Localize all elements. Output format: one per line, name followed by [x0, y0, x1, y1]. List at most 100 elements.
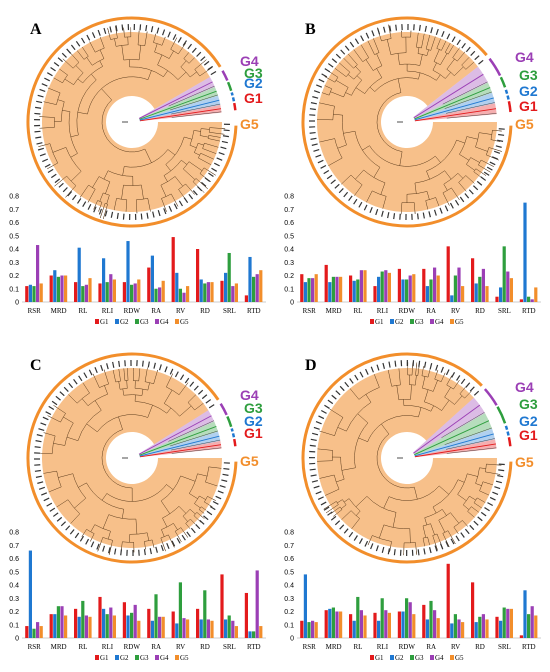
bar-g1	[325, 265, 328, 302]
bar-g1	[495, 297, 498, 302]
leaf-label-mark	[382, 211, 384, 217]
legend-swatch-g2	[390, 655, 394, 660]
leaf-label-mark	[498, 134, 504, 135]
leaf-label-mark	[447, 34, 450, 39]
bar-g1	[520, 299, 523, 302]
leaf-label-mark	[350, 379, 354, 384]
panel-label: C	[30, 357, 42, 374]
legend-label-g1: G1	[375, 654, 384, 662]
panel-label: D	[305, 357, 317, 374]
leaf-label-mark	[84, 373, 87, 378]
leaf-label-mark	[354, 536, 357, 541]
leaf-label-mark	[77, 198, 80, 203]
legend-swatch-g3	[410, 655, 414, 660]
bar-g1	[123, 282, 126, 302]
branch	[208, 170, 216, 175]
leaf-label-mark	[98, 30, 100, 36]
bar-g2	[175, 623, 178, 638]
group-label-g5: G5	[240, 453, 259, 469]
leaf-label-mark	[67, 49, 71, 53]
bar-g2	[304, 574, 307, 638]
leaf-label-mark	[183, 41, 186, 46]
bar-g4	[433, 268, 436, 302]
bar-g3	[527, 614, 530, 638]
leaf-label-mark	[336, 391, 340, 395]
legend-label-g2: G2	[395, 654, 404, 662]
y-tick-label: 0.2	[284, 273, 294, 280]
bar-g1	[495, 617, 498, 638]
legend-label-g5: G5	[180, 318, 189, 326]
bar-g4	[482, 269, 485, 302]
bar-g3	[332, 608, 335, 638]
bar-g1	[471, 582, 474, 638]
leaf-label-mark	[150, 548, 151, 554]
y-tick-label: 0	[290, 636, 294, 643]
legend-swatch-g2	[390, 319, 394, 324]
bar-g3	[81, 286, 84, 302]
leaf-label-mark	[222, 141, 228, 142]
leaf-label-mark	[111, 212, 112, 218]
leaf-label-mark	[42, 84, 48, 86]
bar-g5	[210, 621, 213, 638]
y-tick-label: 0.7	[9, 543, 19, 550]
branch	[464, 52, 465, 53]
bar-g5	[437, 276, 440, 303]
branch	[174, 38, 177, 43]
leaf-label-mark	[217, 158, 223, 160]
panel-label: B	[305, 21, 316, 38]
x-tick-label: SRL	[223, 643, 236, 651]
leaf-label-mark	[36, 441, 42, 442]
leaf-label-mark	[466, 383, 470, 388]
leaf-label-mark	[89, 370, 92, 375]
bar-g2	[523, 590, 526, 638]
leaf-label-mark	[42, 159, 47, 161]
bar-g5	[339, 277, 342, 302]
branch	[38, 145, 45, 147]
group-label-g5: G5	[240, 116, 259, 132]
leaf-label-mark	[492, 492, 498, 494]
leaf-label-mark	[378, 28, 380, 34]
legend-label-g4: G4	[160, 318, 169, 326]
leaf-label-mark	[99, 209, 101, 215]
leaf-label-mark	[311, 439, 317, 440]
bar-g3	[252, 631, 255, 638]
y-tick-label: 0.3	[9, 260, 19, 267]
bar-g2	[450, 623, 453, 638]
bar-g5	[259, 270, 262, 302]
leaf-label-mark	[71, 45, 75, 50]
x-tick-label: RA	[151, 307, 161, 315]
leaf-label-mark	[103, 546, 105, 552]
leaf-label-mark	[62, 53, 66, 57]
bar-g4	[360, 270, 363, 302]
leaf-label-mark	[39, 487, 45, 489]
leaf-label-mark	[168, 32, 170, 38]
branch	[416, 363, 417, 369]
leaf-label-mark	[191, 528, 195, 533]
branch	[368, 540, 370, 545]
leaf-label-mark	[43, 417, 48, 419]
leaf-label-mark	[180, 375, 183, 380]
leaf-label-mark	[187, 532, 191, 537]
leaf-label-mark	[64, 387, 68, 391]
leaf-label-mark	[424, 548, 425, 554]
leaf-label-mark	[312, 481, 318, 482]
bar-g3	[228, 253, 231, 302]
y-tick-label: 0.1	[284, 622, 294, 629]
branch	[88, 201, 89, 202]
leaf-label-mark	[466, 47, 470, 52]
leaf-label-mark	[107, 363, 109, 369]
bar-g2	[475, 283, 478, 302]
cluster-g2-ring	[232, 428, 234, 437]
leaf-label-mark	[87, 35, 90, 40]
leaf-label-mark	[204, 61, 209, 65]
bar-g3	[106, 282, 109, 302]
leaf-label-mark	[324, 405, 329, 408]
y-tick-label: 0.8	[284, 530, 294, 537]
leaf-label-mark	[376, 545, 378, 551]
bar-g4	[457, 619, 460, 638]
x-tick-label: RLI	[102, 643, 114, 651]
leaf-label-mark	[321, 502, 326, 505]
bar-g4	[256, 274, 259, 302]
